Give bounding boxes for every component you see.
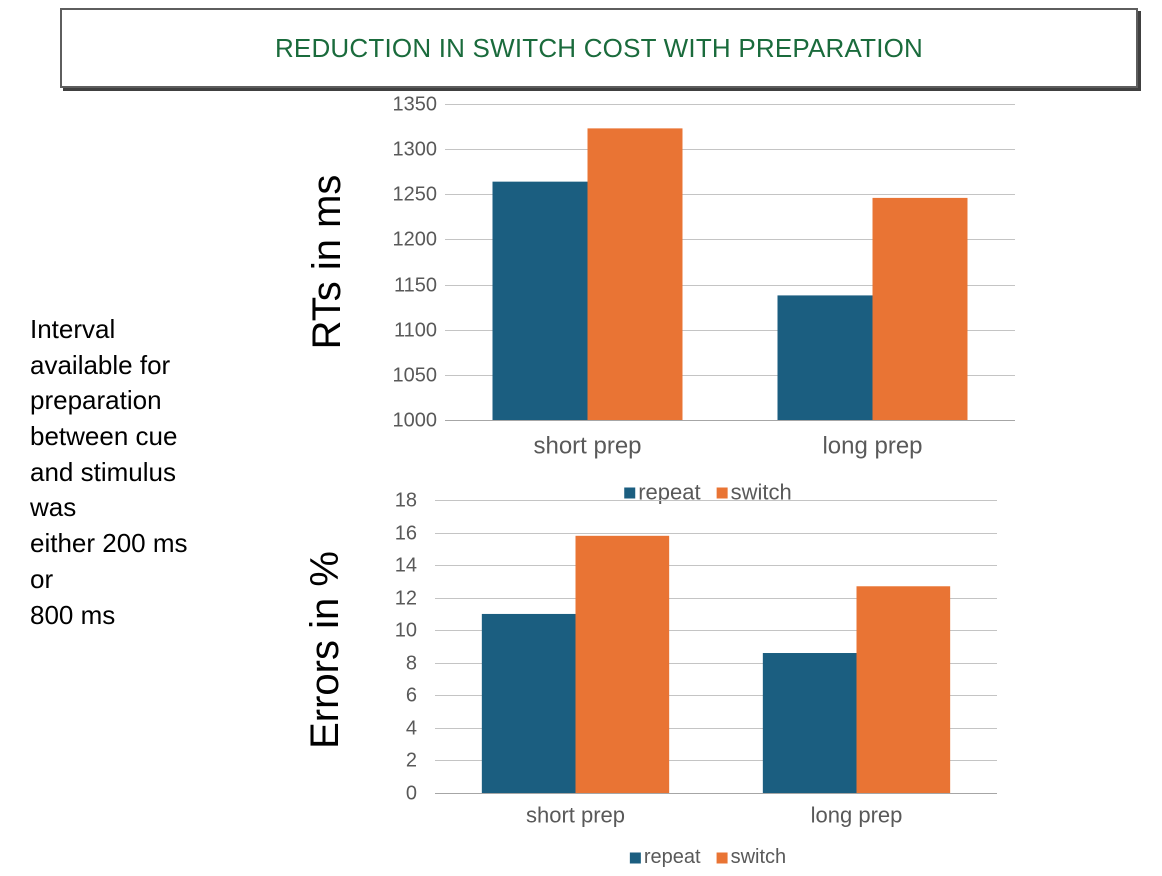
y-tick-label: 1250 xyxy=(393,184,438,206)
legend-swatch-repeat xyxy=(629,852,641,864)
y-tick-label: 8 xyxy=(406,653,417,675)
bar-repeat-short-prep xyxy=(492,181,588,420)
legend-label-repeat: repeat xyxy=(644,846,701,868)
y-tick-label: 1100 xyxy=(394,320,437,342)
side-note-line: preparation xyxy=(30,385,162,416)
y-tick-label: 2 xyxy=(406,750,417,772)
y-tick-label: 1300 xyxy=(393,139,438,161)
legend-swatch-switch xyxy=(716,852,728,864)
legend-swatch-repeat xyxy=(624,487,636,499)
bar-switch-short-prep xyxy=(587,128,683,420)
side-note-line: or xyxy=(30,563,54,594)
title-box: REDUCTION IN SWITCH COST WITH PREPARATIO… xyxy=(60,8,1138,88)
slide-title: REDUCTION IN SWITCH COST WITH PREPARATIO… xyxy=(274,32,924,63)
x-category-label: short prep xyxy=(526,803,625,828)
y-tick-label: 12 xyxy=(395,588,417,610)
side-note-line: Interval xyxy=(30,314,116,344)
y-tick-label: 4 xyxy=(406,718,417,740)
legend-swatch-switch xyxy=(716,487,728,499)
x-category-label: long prep xyxy=(811,803,903,828)
side-note-line: 800 ms xyxy=(30,599,116,630)
side-note: Interval available for preparation betwe… xyxy=(30,312,260,633)
x-category-label: long prep xyxy=(822,433,922,460)
y-tick-label: 14 xyxy=(395,555,417,577)
side-note-line: was xyxy=(30,492,77,523)
side-note-line: either 200 ms xyxy=(30,528,188,559)
y-tick-label: 1000 xyxy=(393,410,438,432)
y-tick-label: 1150 xyxy=(394,275,437,297)
x-category-label: short prep xyxy=(533,433,641,460)
y-tick-label: 6 xyxy=(406,685,417,707)
errors-chart: 0 2 4 6 8 10 12 14 16 18 short prep long prep Errors… xyxy=(303,490,997,868)
y-tick-label: 18 xyxy=(395,490,417,512)
bar-repeat-long-prep xyxy=(777,295,873,420)
bar-switch-short-prep xyxy=(575,535,670,793)
legend-label-switch: switch xyxy=(731,846,787,868)
y-tick-label: 10 xyxy=(395,620,417,642)
y-axis-title: RTs in ms xyxy=(305,175,349,350)
bar-switch-long-prep xyxy=(872,197,968,420)
side-note-line: between cue xyxy=(30,421,178,452)
side-note-line: and stimulus xyxy=(30,456,176,487)
bar-switch-long-prep xyxy=(856,586,951,793)
y-tick-label: 16 xyxy=(395,523,417,545)
y-tick-label: 1350 xyxy=(393,94,438,116)
bar-repeat-long-prep xyxy=(762,653,857,793)
side-note-line: available for xyxy=(30,349,171,380)
y-tick-label: 0 xyxy=(406,783,417,805)
rt-chart: 1000 1050 1100 1150 1200 1250 1300 1350 short pr… xyxy=(305,94,1015,505)
y-tick-label: 1200 xyxy=(393,229,438,251)
y-tick-label: 1050 xyxy=(393,365,438,387)
legend: repeat switch xyxy=(629,846,787,868)
bar-repeat-short-prep xyxy=(481,613,576,793)
y-axis-title: Errors in % xyxy=(303,551,347,749)
